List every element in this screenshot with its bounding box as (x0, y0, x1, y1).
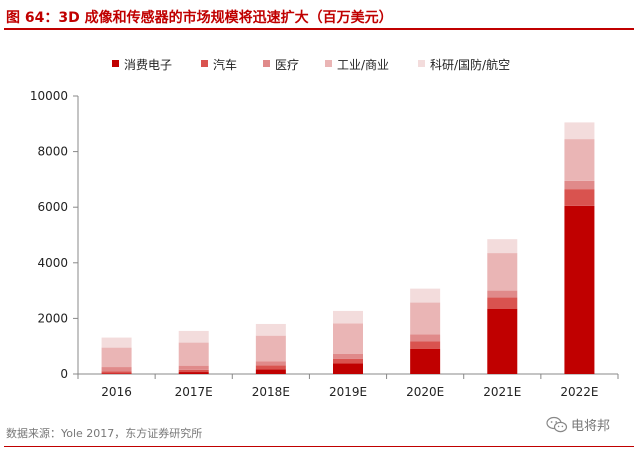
bar-segment (101, 371, 132, 374)
chart-title: 图 64：3D 成像和传感器的市场规模将迅速扩大（百万美元） (6, 10, 393, 26)
legend-label: 医疗 (275, 58, 300, 72)
bar-segment (255, 323, 286, 336)
bar-segment (333, 358, 363, 364)
bar-segment (255, 335, 286, 362)
legend-swatch (263, 60, 270, 67)
bar-segment (564, 122, 595, 140)
legend: 消费电子 汽车 医疗 工业/商业 科研/国防/航空 (0, 56, 640, 74)
y-tick-label: 8000 (37, 145, 68, 159)
bar-segment (333, 353, 363, 359)
x-tick-label: 2018E (252, 385, 290, 399)
bar-segment (178, 365, 209, 370)
legend-swatch (201, 60, 208, 67)
wechat-icon (546, 416, 568, 432)
y-tick-label: 4000 (37, 256, 68, 270)
watermark: 电将邦 (546, 414, 610, 436)
legend-label: 汽车 (213, 58, 238, 72)
bar-segment (410, 288, 441, 303)
bar-segment (255, 369, 286, 374)
bar-segment (410, 334, 441, 342)
legend-item: 医疗 (263, 56, 299, 73)
x-tick-label: 2016 (101, 385, 132, 399)
x-tick-label: 2019E (329, 385, 367, 399)
bar-segment (487, 308, 518, 374)
bar-segment (487, 239, 518, 254)
bar-segment (410, 348, 441, 374)
bar-segment (101, 337, 132, 348)
bar-segment (564, 139, 595, 181)
legend-item: 消费电子 (112, 56, 172, 73)
bar-segment (487, 253, 518, 291)
bar-segment (564, 189, 595, 206)
bar-segment (410, 341, 441, 349)
bar-segment (255, 365, 286, 370)
bar-segment (178, 342, 209, 366)
x-tick-label: 2021E (483, 385, 521, 399)
x-tick-label: 2022E (560, 385, 598, 399)
bar-segment (101, 347, 132, 368)
bar-segment (487, 297, 518, 309)
y-tick-label: 10000 (30, 89, 68, 103)
watermark-text: 电将邦 (571, 419, 611, 434)
bar-segment (487, 290, 518, 298)
y-tick-label: 6000 (37, 200, 68, 214)
legend-label: 消费电子 (124, 58, 173, 72)
legend-swatch (112, 60, 119, 67)
bar-segment (255, 361, 286, 366)
bar-segment (333, 363, 363, 374)
legend-item: 汽车 (201, 56, 237, 73)
bar-segment (178, 369, 209, 373)
legend-swatch (418, 60, 425, 67)
legend-label: 工业/商业 (337, 58, 390, 72)
legend-item: 科研/国防/航空 (418, 56, 510, 73)
bottom-rule (4, 446, 634, 447)
bar-segment (101, 367, 132, 372)
x-tick-label: 2017E (175, 385, 213, 399)
bar-segment (333, 323, 363, 354)
legend-label: 科研/国防/航空 (430, 58, 511, 72)
x-tick-label: 2020E (406, 385, 444, 399)
legend-item: 工业/商业 (325, 56, 389, 73)
bar-segment (333, 310, 363, 324)
bar-segment (178, 330, 209, 343)
y-tick-label: 0 (60, 367, 68, 381)
source-note: 数据来源：Yole 2017，东方证券研究所 (6, 427, 203, 440)
title-bar: 图 64：3D 成像和传感器的市场规模将迅速扩大（百万美元） (4, 6, 634, 30)
y-tick-label: 2000 (37, 311, 68, 325)
legend-swatch (325, 60, 332, 67)
bar-segment (101, 373, 132, 374)
bar-segment (564, 180, 595, 190)
bar-segment (564, 205, 595, 374)
bar-segment (178, 372, 209, 374)
bar-segment (410, 302, 441, 335)
